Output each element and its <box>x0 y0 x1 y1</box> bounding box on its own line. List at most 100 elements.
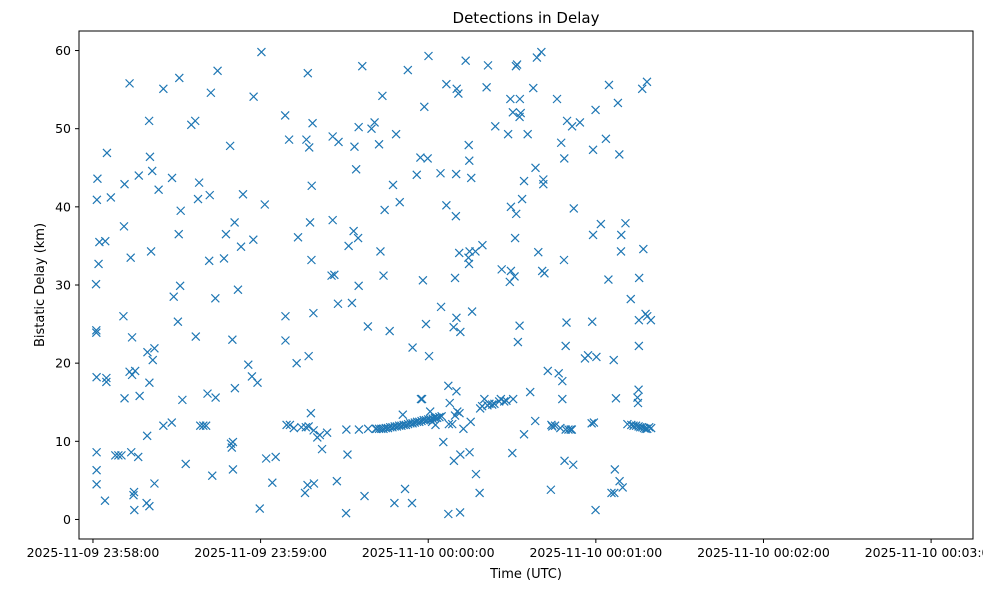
data-point <box>466 417 476 427</box>
data-point <box>230 383 240 393</box>
data-point <box>374 139 384 149</box>
y-tick-label: 20 <box>55 356 71 371</box>
data-point <box>125 78 134 88</box>
data-point <box>634 385 644 395</box>
data-point <box>385 326 395 336</box>
data-point <box>511 209 521 219</box>
data-point <box>175 281 185 291</box>
data-point <box>376 246 385 256</box>
data-point <box>210 293 220 303</box>
data-point <box>301 422 311 432</box>
data-point <box>515 94 525 104</box>
data-point <box>567 425 577 435</box>
data-point <box>423 153 433 163</box>
data-point <box>458 424 468 434</box>
data-point <box>267 478 277 488</box>
data-point <box>204 256 214 266</box>
data-point <box>507 448 517 458</box>
data-point <box>126 447 136 457</box>
data-point <box>379 271 388 281</box>
data-point <box>350 142 359 152</box>
chart-title: Detections in Delay <box>453 9 600 27</box>
data-point <box>536 47 546 57</box>
data-point <box>441 200 451 210</box>
data-point <box>400 484 410 494</box>
data-point <box>329 270 339 280</box>
data-point <box>601 134 611 144</box>
data-point <box>300 488 310 498</box>
data-point <box>238 189 248 199</box>
data-point <box>436 168 445 178</box>
data-point <box>591 105 600 115</box>
data-point <box>169 292 179 302</box>
data-point <box>589 418 599 427</box>
data-point <box>343 450 352 460</box>
data-point <box>431 420 440 430</box>
data-point <box>556 138 566 148</box>
data-point <box>642 77 652 87</box>
data-point <box>559 255 569 265</box>
data-point <box>144 116 154 126</box>
data-point <box>611 393 621 403</box>
data-point <box>233 285 243 295</box>
data-point <box>391 129 401 139</box>
data-point <box>575 118 585 127</box>
data-point <box>255 504 265 513</box>
data-point <box>603 275 613 284</box>
data-point <box>616 246 626 256</box>
data-point <box>567 121 577 131</box>
data-point <box>315 430 325 440</box>
data-point <box>349 226 359 236</box>
data-point <box>194 178 204 188</box>
data-point <box>317 444 327 454</box>
data-point <box>464 140 474 150</box>
data-point <box>93 174 102 184</box>
data-point <box>510 233 520 243</box>
data-point <box>513 337 523 347</box>
data-point <box>306 408 316 418</box>
data-point <box>452 313 461 323</box>
data-point <box>282 420 292 430</box>
data-point <box>92 195 102 205</box>
data-point <box>228 465 238 474</box>
data-point <box>144 378 154 388</box>
data-point <box>398 410 408 420</box>
data-point <box>465 447 474 457</box>
data-point <box>616 230 626 240</box>
data-point <box>506 202 516 212</box>
data-point <box>614 150 624 159</box>
data-point <box>464 259 474 269</box>
data-point <box>309 479 319 488</box>
data-point <box>510 271 519 281</box>
data-point <box>490 399 499 409</box>
data-point <box>167 173 177 183</box>
data-point <box>91 328 101 338</box>
data-point <box>443 381 453 391</box>
data-point <box>449 322 459 332</box>
data-point <box>591 352 601 362</box>
data-point <box>482 82 492 92</box>
data-point <box>508 107 518 117</box>
data-point <box>499 397 509 406</box>
data-point <box>634 422 644 431</box>
data-point <box>646 423 656 433</box>
data-point <box>118 311 128 321</box>
data-point <box>293 232 303 242</box>
data-point <box>533 247 543 257</box>
data-point <box>380 205 390 215</box>
data-point <box>308 308 318 318</box>
data-point <box>568 460 578 470</box>
data-point <box>517 194 527 204</box>
y-tick-label: 0 <box>63 512 71 527</box>
data-point <box>615 476 625 486</box>
data-point <box>588 145 598 155</box>
data-point <box>560 456 569 466</box>
data-point <box>438 437 448 447</box>
data-point <box>555 423 565 433</box>
data-point <box>226 439 236 449</box>
data-point <box>408 343 417 352</box>
data-point <box>147 166 157 176</box>
data-point <box>101 377 111 387</box>
data-point <box>198 421 208 431</box>
data-point <box>407 498 417 508</box>
